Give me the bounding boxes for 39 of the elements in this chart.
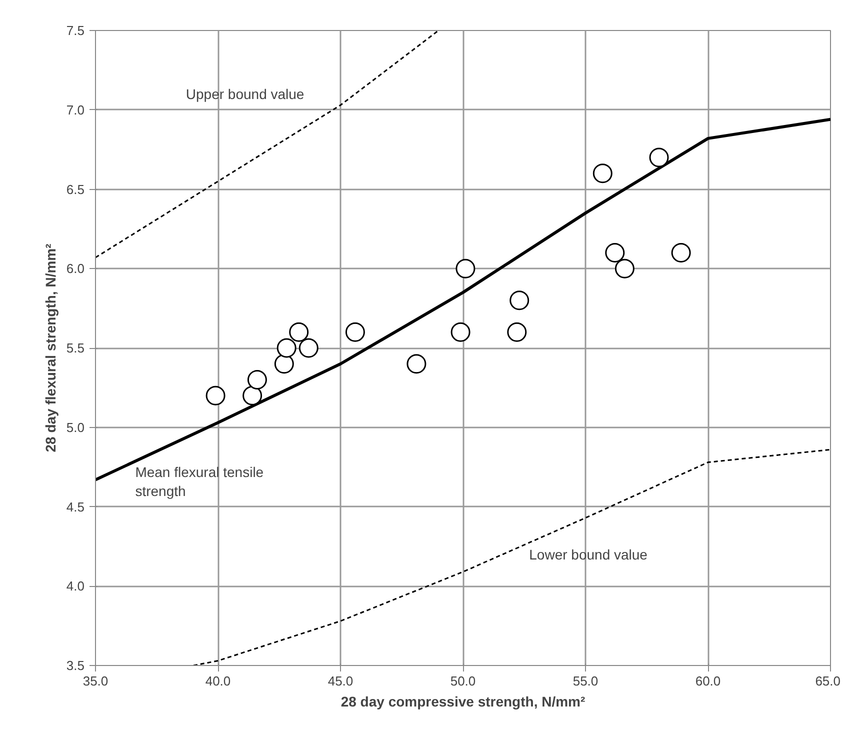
point: [614, 258, 634, 278]
annotation: Mean flexural tensile strength: [135, 464, 264, 499]
y-axis-title: 28 day flexural strength, N/mm²: [42, 243, 58, 452]
x-tick-label: 40.0: [205, 674, 231, 688]
x-tick-label: 35.0: [82, 674, 108, 688]
point: [507, 322, 527, 342]
point: [605, 243, 625, 262]
x-tick-label: 60.0: [695, 674, 721, 688]
point: [456, 258, 476, 278]
x-tick-label: 50.0: [450, 674, 476, 688]
point: [289, 322, 309, 342]
y-tick-label: 6.0: [66, 261, 85, 276]
x-tick-label: 65.0: [815, 674, 841, 688]
point: [276, 338, 296, 358]
x-axis-title: 28 day compressive strength, N/mm²: [340, 694, 586, 710]
point: [345, 322, 365, 342]
x-tick-label: 55.0: [572, 674, 598, 688]
y-tick-label: 7.0: [66, 102, 85, 118]
x-tick-label: 45.0: [328, 674, 354, 688]
line-series: [96, 118, 830, 482]
point: [450, 322, 470, 342]
y-tick-label: 4.0: [66, 578, 85, 594]
y-tick-label: 3.5: [66, 658, 85, 673]
point: [206, 386, 226, 406]
point: [671, 243, 691, 262]
point: [592, 164, 612, 184]
y-tick-label: 5.0: [66, 420, 85, 435]
point: [406, 354, 426, 374]
annotation: Upper bound value: [186, 86, 304, 102]
y-tick-label: 4.5: [66, 499, 85, 514]
line-series: [96, 30, 440, 258]
annotation: Lower bound value: [529, 546, 648, 562]
point: [510, 290, 530, 310]
point: [298, 338, 318, 358]
point: [649, 148, 669, 168]
y-tick-label: 7.5: [66, 23, 85, 38]
y-tick-label: 6.5: [66, 182, 85, 197]
y-tick-label: 5.5: [66, 340, 85, 356]
point: [247, 370, 267, 390]
